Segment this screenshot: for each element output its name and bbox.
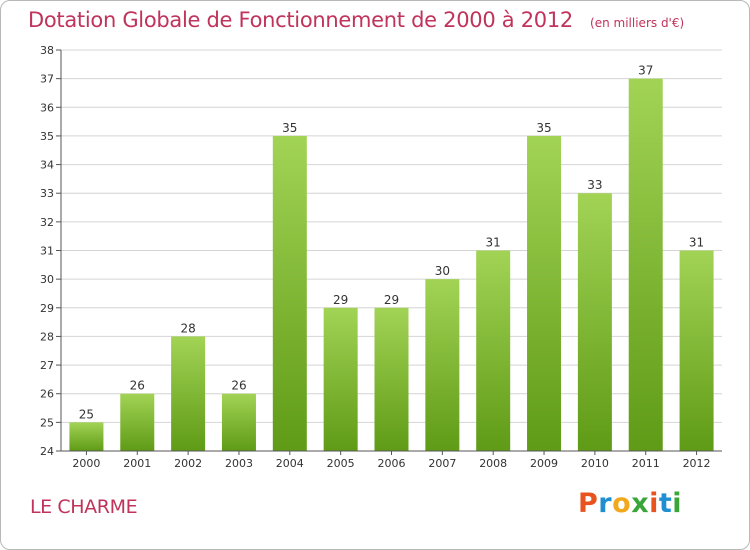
bar bbox=[476, 250, 511, 451]
y-tick-label: 36 bbox=[40, 101, 54, 114]
logo-letter: r bbox=[598, 488, 613, 519]
logo-letter: t bbox=[658, 488, 673, 519]
logo-letter: x bbox=[631, 488, 650, 519]
bars: 25 26 28 26 35 29 29 30 31 35 33 37 31 bbox=[69, 64, 714, 452]
y-tick-label: 29 bbox=[40, 302, 54, 315]
x-tick-label: 2010 bbox=[581, 457, 609, 470]
bar-value-label: 31 bbox=[486, 236, 501, 250]
bar-value-label: 37 bbox=[638, 64, 653, 78]
bar-value-label: 29 bbox=[333, 293, 348, 307]
logo-letter: i bbox=[649, 488, 659, 519]
bar bbox=[120, 393, 155, 451]
y-tick-label: 24 bbox=[40, 445, 54, 458]
chart-title: Dotation Globale de Fonctionnement de 20… bbox=[28, 8, 573, 32]
bar bbox=[374, 307, 409, 451]
bar bbox=[69, 422, 104, 451]
bar-value-label: 30 bbox=[435, 264, 450, 278]
x-tick-label: 2001 bbox=[123, 457, 151, 470]
y-axis: 24 25 26 27 28 29 30 31 32 33 34 35 36 37 38 bbox=[40, 44, 62, 458]
x-tick-label: 2005 bbox=[327, 457, 355, 470]
logo-letter: i bbox=[672, 488, 683, 519]
x-tick-label: 2003 bbox=[225, 457, 253, 470]
y-tick-label: 28 bbox=[40, 330, 54, 343]
bar bbox=[527, 135, 562, 451]
chart-unit: (en milliers d'€) bbox=[590, 16, 685, 30]
bar bbox=[221, 393, 256, 451]
bar bbox=[628, 78, 663, 452]
bar-value-label: 26 bbox=[130, 379, 145, 393]
bar-value-label: 35 bbox=[536, 121, 551, 135]
bar bbox=[679, 250, 714, 451]
x-tick-label: 2012 bbox=[683, 457, 711, 470]
y-tick-label: 38 bbox=[40, 44, 54, 57]
y-tick-label: 33 bbox=[40, 187, 54, 200]
bar-value-label: 28 bbox=[180, 321, 195, 335]
x-tick-label: 2009 bbox=[530, 457, 558, 470]
bar-value-label: 35 bbox=[282, 121, 297, 135]
bar-value-label: 31 bbox=[689, 236, 704, 250]
y-tick-label: 27 bbox=[40, 359, 54, 372]
x-tick-label: 2008 bbox=[479, 457, 507, 470]
bar-value-label: 33 bbox=[587, 178, 602, 192]
y-tick-label: 31 bbox=[40, 245, 54, 258]
bar bbox=[171, 336, 206, 451]
bar-value-label: 25 bbox=[79, 407, 94, 421]
bar-value-label: 26 bbox=[231, 379, 246, 393]
x-tick-label: 2000 bbox=[72, 457, 100, 470]
bar bbox=[272, 135, 307, 451]
x-tick-label: 2004 bbox=[276, 457, 304, 470]
y-tick-label: 35 bbox=[40, 130, 54, 143]
logo-letter: P bbox=[578, 488, 599, 519]
proxiti-logo[interactable]: Proxiti bbox=[578, 488, 682, 519]
bar bbox=[577, 193, 612, 451]
y-tick-label: 26 bbox=[40, 388, 54, 401]
bar-value-label: 29 bbox=[384, 293, 399, 307]
x-tick-label: 2006 bbox=[378, 457, 406, 470]
x-tick-label: 2002 bbox=[174, 457, 202, 470]
logo-letter: o bbox=[612, 488, 632, 519]
y-tick-label: 37 bbox=[40, 73, 54, 86]
x-tick-label: 2007 bbox=[428, 457, 456, 470]
bar bbox=[425, 279, 460, 451]
commune-name: LE CHARME bbox=[30, 496, 138, 518]
title-row: Dotation Globale de Fonctionnement de 20… bbox=[28, 8, 684, 32]
y-tick-label: 30 bbox=[40, 273, 54, 286]
y-tick-label: 25 bbox=[40, 416, 54, 429]
y-tick-label: 34 bbox=[40, 159, 54, 172]
x-tick-label: 2011 bbox=[632, 457, 660, 470]
bar bbox=[323, 307, 358, 451]
x-axis: 2000 2001 2002 2003 2004 2005 2006 2007 2008 2009… bbox=[61, 450, 722, 470]
y-tick-label: 32 bbox=[40, 216, 54, 229]
